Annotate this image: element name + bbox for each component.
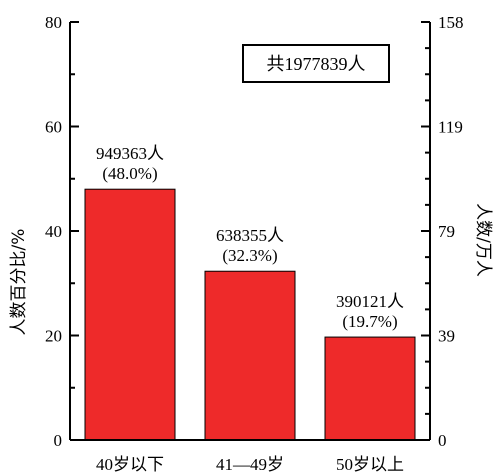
y2-tick-label-2: 79 (438, 222, 455, 241)
bar-percent-label-3: (19.7%) (342, 312, 397, 331)
bars-group (84, 188, 416, 441)
y-tick-label-4: 80 (45, 13, 62, 32)
y-axis-title: 人数百分比/% (9, 229, 29, 336)
y-tick-label-2: 40 (45, 222, 62, 241)
y2-tick-label-0: 0 (438, 431, 447, 450)
total-annotation-box (242, 44, 390, 83)
bar-2 (204, 270, 296, 441)
y2-axis-title: 人数/万人 (473, 203, 493, 277)
y2-tick-label-3: 119 (438, 118, 463, 137)
bar-1 (84, 188, 176, 441)
bar-count-label-2: 638355人 (216, 226, 284, 245)
bar-percent-label-1: (48.0%) (102, 164, 157, 183)
y-tick-label-3: 60 (45, 118, 62, 137)
x-category-label-3: 50岁以上 (336, 455, 404, 474)
x-category-label-2: 41—49岁 (216, 455, 284, 474)
labels-group: 949363人(48.0%) 40岁以下 638355人(32.3%) 41—49岁 3… (96, 144, 404, 474)
bar-count-label-1: 949363人 (96, 144, 164, 163)
y2-tick-label-1: 39 (438, 327, 455, 346)
y2-tick-label-4: 158 (438, 13, 464, 32)
ticks-group: 0 20 40 60 80 0 39 79 119 158 (45, 13, 464, 450)
total-annotation: 共1977839人 (267, 54, 366, 74)
bar-3 (324, 336, 416, 441)
bar-count-label-3: 390121人 (336, 292, 404, 311)
x-category-label-1: 40岁以下 (96, 455, 164, 474)
y-tick-label-0: 0 (54, 431, 63, 450)
bar-percent-label-2: (32.3%) (222, 246, 277, 265)
y-tick-label-1: 20 (45, 327, 62, 346)
